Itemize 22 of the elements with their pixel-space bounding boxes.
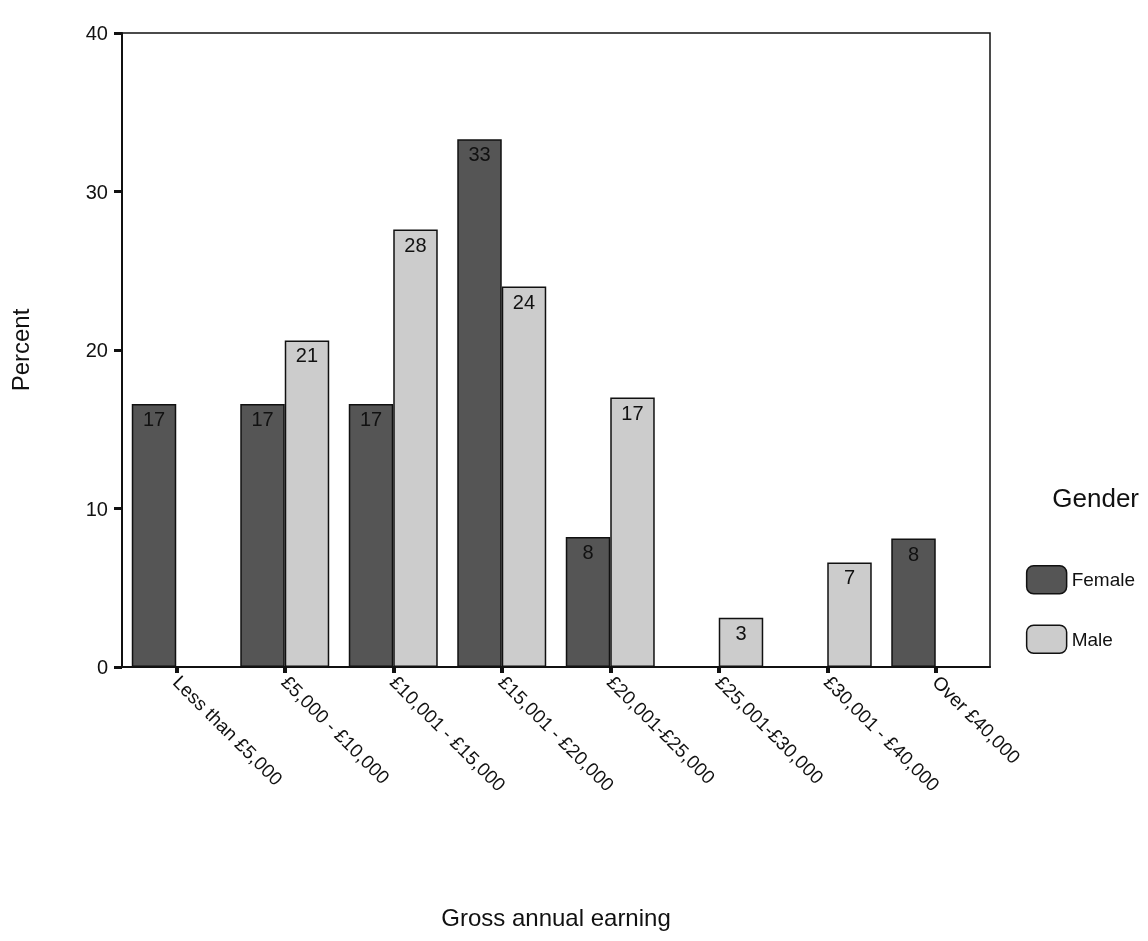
data-label: 8 <box>907 542 920 565</box>
legend-title: Gender <box>1052 483 1140 513</box>
legend-label: Male <box>1071 628 1113 650</box>
data-label: 8 <box>582 541 594 564</box>
data-label: 17 <box>359 407 383 430</box>
legend-label: Female <box>1071 569 1135 591</box>
data-label: 33 <box>468 143 491 166</box>
data-label: 28 <box>404 233 427 256</box>
y-tick-label: 0 <box>96 656 108 678</box>
data-label: 17 <box>621 401 644 424</box>
y-tick-label: 20 <box>85 339 108 361</box>
data-label: 17 <box>142 407 166 430</box>
data-label: 24 <box>512 290 536 313</box>
x-axis-title: Gross annual earning <box>441 903 671 931</box>
data-label: 17 <box>251 407 274 430</box>
data-label: 7 <box>843 566 856 589</box>
data-label: 3 <box>735 621 747 644</box>
y-axis-title: Percent <box>6 308 34 392</box>
data-label: 21 <box>295 344 319 367</box>
y-tick-label: 30 <box>85 180 108 203</box>
y-tick-label: 10 <box>85 497 108 520</box>
y-tick-label: 40 <box>85 22 108 44</box>
